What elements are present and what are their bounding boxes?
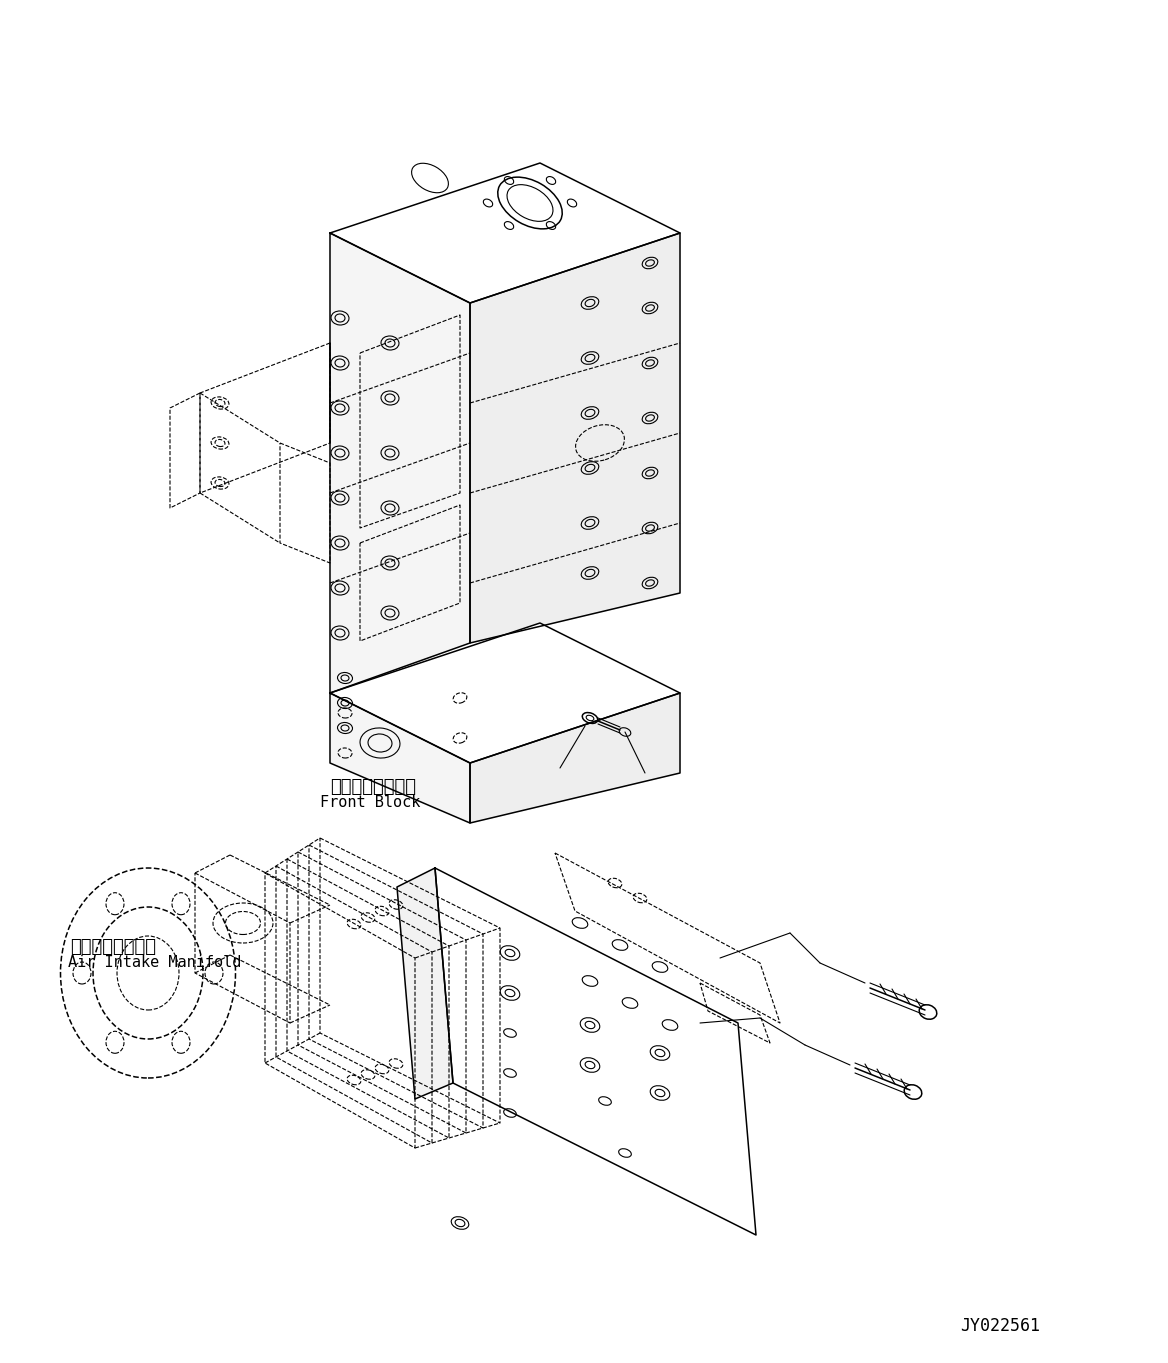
Polygon shape xyxy=(331,623,680,763)
Text: Air Intake Manifold: Air Intake Manifold xyxy=(68,955,242,970)
Text: 吸気マニホールド: 吸気マニホールド xyxy=(70,938,157,955)
Polygon shape xyxy=(397,868,453,1099)
Polygon shape xyxy=(470,233,680,643)
Text: JY022561: JY022561 xyxy=(960,1317,1040,1334)
Polygon shape xyxy=(470,692,680,823)
Text: Front Block: Front Block xyxy=(320,795,420,810)
Polygon shape xyxy=(331,233,470,692)
Polygon shape xyxy=(434,868,756,1235)
Polygon shape xyxy=(331,692,470,823)
Polygon shape xyxy=(331,164,680,303)
Text: フロントブロック: フロントブロック xyxy=(331,778,416,796)
